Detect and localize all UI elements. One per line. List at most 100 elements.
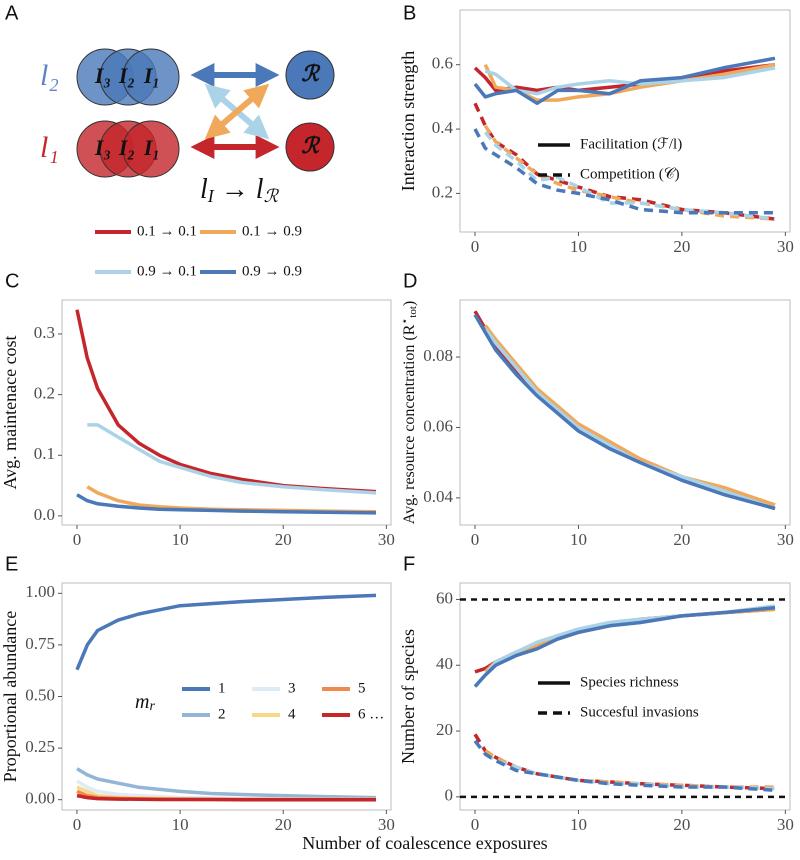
legend-label: 1	[218, 680, 226, 696]
series-line	[483, 604, 776, 677]
y-axis-label-part: Avg. resource concentration (R	[401, 324, 418, 524]
y-tick-label: 40	[436, 654, 453, 673]
legend-label: 5	[358, 680, 366, 696]
x-tick-label: 0	[471, 237, 480, 256]
y-tick-label: 0.6	[432, 54, 453, 73]
y-tick-label: 0.0	[34, 505, 55, 524]
legend-title-part: m	[135, 691, 149, 713]
legend-label: Competition (𝒞)	[580, 166, 680, 182]
series-line	[484, 749, 775, 789]
legend-title: mr	[135, 691, 155, 715]
x-tick-label: 10	[570, 815, 587, 834]
series-line	[473, 128, 775, 215]
y-axis-label: Proportional abundance	[0, 611, 20, 782]
y-tick-label: 0.75	[25, 634, 55, 653]
series-line	[76, 793, 376, 802]
y-tick-label: 0.4	[432, 118, 454, 137]
legend-label: Species richness	[580, 674, 679, 690]
series-line	[87, 423, 377, 495]
legend-label: 0.9 → 0.1	[137, 263, 197, 279]
x-axis-label: Number of coalescence exposures	[302, 833, 547, 853]
y-tick-label: 0.3	[34, 323, 55, 342]
x-tick-label: 20	[673, 815, 690, 834]
node-label: I₁	[143, 63, 160, 88]
y-axis-label-part: )	[401, 301, 418, 306]
y-tick-label: 0.50	[25, 685, 55, 704]
series-line	[483, 124, 776, 221]
x-tick-label: 30	[378, 815, 395, 834]
y-tick-label: 0.2	[432, 182, 453, 201]
y-tick-label: 0	[445, 786, 454, 805]
legend-label: 2	[218, 706, 226, 722]
y-tick-label: 0.04	[423, 487, 453, 506]
trait-label: l₂	[40, 59, 59, 92]
series-line	[473, 313, 776, 511]
y-tick-label: 0.06	[423, 416, 453, 435]
panel-letter: D	[403, 270, 417, 292]
y-tick-label: 0.25	[25, 737, 55, 756]
x-tick-label: 10	[172, 815, 189, 834]
y-axis-label: Interaction strength	[398, 51, 418, 191]
x-tick-label: 0	[73, 530, 82, 549]
formula-part: l	[200, 174, 208, 205]
y-tick-label: 0.2	[34, 384, 55, 403]
legend-label: 4	[288, 706, 296, 722]
legend-label: 0.1 → 0.1	[137, 223, 197, 239]
x-tick-label: 30	[378, 530, 395, 549]
node-label: ℛ	[301, 133, 321, 158]
x-tick-label: 10	[172, 530, 189, 549]
series-line	[473, 739, 776, 793]
invader-node	[122, 120, 180, 178]
plot-frame	[459, 299, 791, 526]
legend-label: Succesful invasions	[580, 704, 699, 720]
formula-subscript: ℛ	[264, 186, 280, 206]
plot-frame	[459, 582, 791, 811]
x-tick-label: 20	[275, 815, 292, 834]
x-tick-label: 10	[570, 237, 587, 256]
series-line	[483, 131, 776, 221]
series-line	[484, 66, 776, 96]
x-tick-label: 30	[777, 815, 794, 834]
x-tick-label: 30	[777, 530, 794, 549]
plot-frame	[459, 9, 791, 233]
formula-part: → l	[214, 174, 264, 205]
legend-label: 3	[288, 680, 296, 696]
legend-label: 6 …	[358, 706, 384, 722]
node-label: ℛ	[301, 61, 321, 86]
series-line	[473, 310, 776, 511]
node-label: I₂	[118, 63, 135, 88]
x-tick-label: 30	[777, 237, 794, 256]
panel-letter: B	[403, 2, 416, 24]
plot-frame	[61, 299, 392, 526]
node-label: I₁	[143, 135, 160, 160]
x-tick-label: 20	[275, 530, 292, 549]
y-tick-label: 0.00	[25, 789, 55, 808]
y-tick-label: 20	[436, 720, 453, 739]
y-tick-label: 1.00	[25, 582, 55, 601]
formula: lI → lℛ	[200, 174, 280, 205]
y-tick-label: 0.1	[34, 444, 55, 463]
y-tick-label: 0.08	[423, 346, 453, 365]
series-line	[76, 767, 377, 800]
arrow	[204, 83, 270, 140]
series-line	[474, 607, 776, 674]
plot-frame	[61, 582, 392, 811]
series-line	[76, 493, 377, 515]
x-tick-label: 20	[673, 530, 690, 549]
series-line	[473, 605, 776, 688]
series-line	[473, 56, 776, 106]
node-label: I₃	[94, 63, 111, 88]
legend-label: 0.9 → 0.9	[242, 263, 302, 279]
y-tick-label: 60	[436, 588, 453, 607]
x-tick-label: 0	[73, 815, 82, 834]
series-line	[473, 733, 776, 791]
series-line	[483, 327, 776, 511]
y-axis-label: Avg. resource concentration (R⋆tot)	[399, 301, 419, 524]
trait-label: l₁	[40, 131, 59, 164]
y-axis-label: Avg. maintenace cost	[0, 335, 20, 489]
node-label: I₂	[118, 135, 135, 160]
x-tick-label: 0	[471, 815, 480, 834]
panel-letter: E	[5, 553, 18, 575]
y-axis-label: Number of species	[398, 629, 418, 764]
panel-a: A l₂ l₁ I₃ I₂ I₁ I₃ I₂ I₁ ℛ ℛ lI → lℛ	[5, 2, 335, 206]
